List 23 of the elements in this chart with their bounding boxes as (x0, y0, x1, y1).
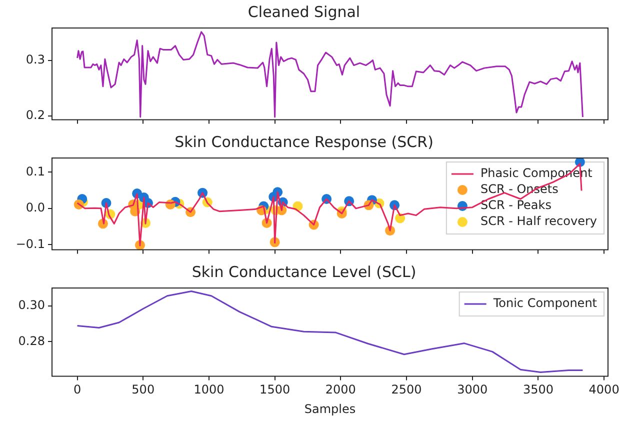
x-tick-label: 1500 (260, 382, 290, 397)
legend-label: SCR - Half recovery (480, 214, 598, 228)
x-tick-label: 3000 (457, 382, 488, 397)
y-tick-label: 0.3 (26, 52, 45, 66)
x-tick-label: 4000 (588, 382, 619, 397)
chart-title: Cleaned Signal (248, 2, 360, 21)
x-tick-label: 2500 (391, 382, 422, 397)
y-tick-label: 0.0 (26, 200, 45, 215)
y-tick-label: 0.2 (26, 108, 45, 122)
legend-label: Tonic Component (492, 296, 598, 310)
y-tick-label: 0.1 (26, 164, 45, 178)
x-axis-title: Samples (304, 402, 356, 416)
x-tick-label: 1000 (194, 382, 224, 397)
x-tick-label: 3500 (522, 382, 554, 397)
y-tick-label: 0.28 (18, 334, 45, 348)
chart-title: Skin Conductance Level (SCL) (192, 262, 416, 281)
chart-title: Skin Conductance Response (SCR) (174, 132, 434, 151)
y-tick-label: 0.30 (18, 298, 45, 312)
x-tick-label: 0 (73, 382, 82, 397)
x-tick-label: 500 (132, 382, 155, 397)
legend-label: SCR - Peaks (480, 198, 552, 212)
y-tick-label: −0.1 (16, 236, 45, 251)
x-tick-label: 2000 (325, 382, 356, 397)
